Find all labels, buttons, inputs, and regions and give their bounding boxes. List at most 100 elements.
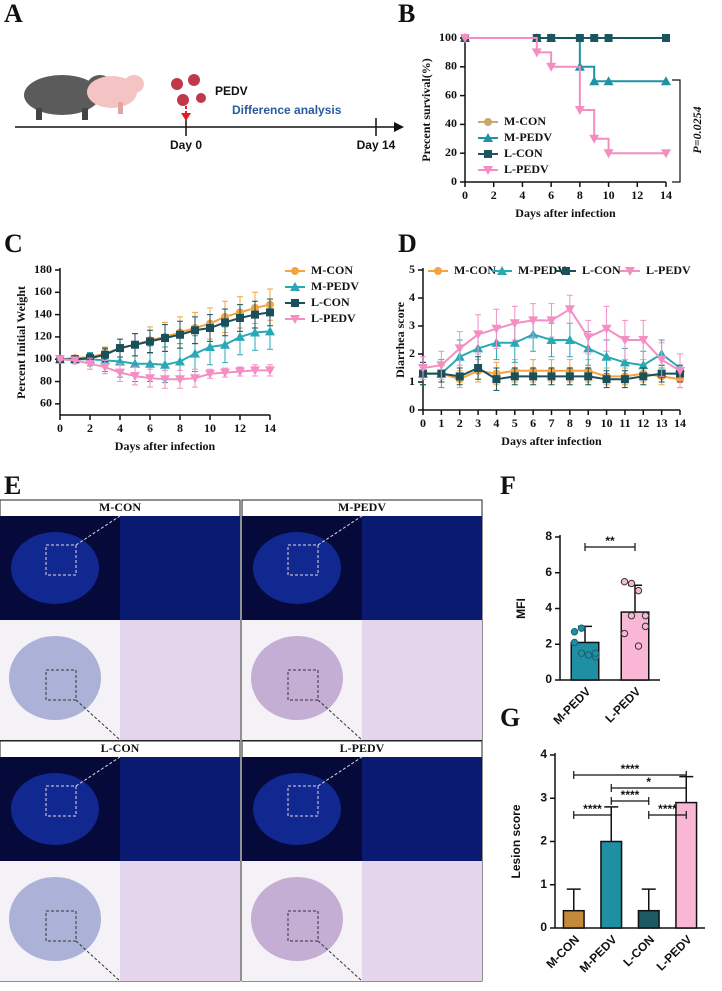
x-tick-label: 4	[117, 421, 123, 435]
marker	[206, 324, 214, 332]
x-tick-label: 12	[637, 416, 649, 430]
significance-label: ****	[621, 762, 640, 776]
x-tick-label: 13	[656, 416, 668, 430]
y-tick-label: 4	[545, 601, 552, 615]
significance-bracket	[573, 771, 687, 779]
marker	[603, 76, 614, 86]
bar	[600, 840, 623, 929]
marker	[250, 366, 260, 376]
x-tick-label: 7	[549, 416, 555, 430]
bar	[675, 801, 698, 929]
marker	[547, 372, 556, 381]
y-tick-label: 2	[540, 834, 547, 848]
micrograph-title: M-PEDV	[338, 500, 386, 514]
data-point	[570, 638, 579, 647]
marker	[131, 340, 139, 349]
legend-label: L-PEDV	[646, 263, 691, 277]
x-tick-label: 12	[234, 421, 246, 435]
marker	[265, 326, 275, 336]
marker	[176, 330, 184, 339]
marker	[565, 372, 574, 381]
fluorescence-zoom	[362, 757, 482, 861]
bar	[637, 909, 660, 929]
marker	[575, 34, 584, 42]
marker	[55, 355, 65, 365]
data-point	[620, 577, 629, 586]
y-tick-label: 5	[409, 262, 415, 276]
marker	[220, 339, 230, 349]
virus	[177, 94, 189, 106]
y-axis-label: Percent Initial Weight	[14, 286, 28, 399]
annotation: P=0.0254	[690, 106, 704, 153]
marker	[205, 369, 215, 379]
significance-bracket	[648, 811, 687, 819]
x-tick-label: 14	[674, 416, 686, 430]
series-line	[465, 37, 666, 83]
virus	[171, 78, 183, 90]
legend-marker	[625, 267, 635, 276]
x-tick-label: 2	[87, 421, 93, 435]
legend-marker	[434, 267, 442, 275]
series-line	[465, 37, 666, 155]
marker	[100, 363, 110, 373]
marker	[473, 330, 484, 340]
marker	[509, 337, 520, 347]
marker	[604, 34, 613, 42]
y-tick-label: 140	[34, 306, 52, 320]
marker	[619, 336, 630, 345]
bar	[562, 909, 585, 929]
legend-label: M-CON	[454, 263, 496, 277]
marker	[601, 324, 612, 334]
y-tick-label: 0	[545, 672, 552, 686]
micrograph-title: L-PEDV	[340, 741, 385, 755]
marker	[454, 344, 465, 354]
x-tick-label: 10	[204, 421, 216, 435]
marker	[564, 305, 575, 315]
marker	[602, 375, 611, 384]
marker	[546, 62, 557, 72]
marker	[492, 375, 501, 384]
infection-arrowhead	[181, 113, 191, 121]
y-tick-label: 60	[40, 396, 52, 410]
marker	[101, 350, 109, 359]
legend-marker	[291, 267, 299, 275]
legend-marker	[497, 266, 507, 275]
x-tick-label: 14	[264, 421, 276, 435]
marker	[116, 344, 124, 353]
data-point	[627, 579, 636, 588]
marker	[115, 368, 125, 378]
x-tick-label: 10	[601, 416, 613, 430]
legend-label: L-CON	[504, 146, 543, 160]
panel-letter: C	[4, 229, 23, 258]
marker	[656, 355, 667, 365]
y-tick-label: 4	[409, 290, 415, 304]
marker	[160, 359, 170, 369]
y-tick-label: 120	[34, 329, 52, 343]
panel-letter: A	[4, 0, 23, 28]
y-tick-label: 2	[545, 636, 552, 650]
analysis-label: Difference analysis	[232, 103, 342, 117]
marker	[160, 375, 170, 385]
data-point	[641, 622, 650, 631]
marker	[639, 372, 648, 381]
x-tick-label: 0	[420, 416, 426, 430]
x-tick-label: 6	[548, 188, 554, 202]
x-tick-label: 8	[567, 416, 573, 430]
x-tick-label: 2	[457, 416, 463, 430]
y-tick-label: 100	[439, 30, 457, 44]
legend-label: M-PEDV	[311, 279, 359, 293]
x-tick-label: 6	[147, 421, 153, 435]
data-point	[620, 629, 629, 638]
marker	[603, 149, 614, 159]
marker	[589, 134, 600, 144]
marker	[190, 374, 200, 384]
x-tick-label: 3	[475, 416, 481, 430]
x-tick-label: 9	[585, 416, 591, 430]
micrograph-title: M-CON	[99, 500, 141, 514]
y-tick-label: 0	[540, 920, 547, 934]
legend-marker	[291, 299, 299, 307]
schematic: PEDV Day 0 Difference analysis Day 14	[15, 74, 404, 152]
marker	[584, 372, 593, 381]
marker	[221, 318, 229, 327]
